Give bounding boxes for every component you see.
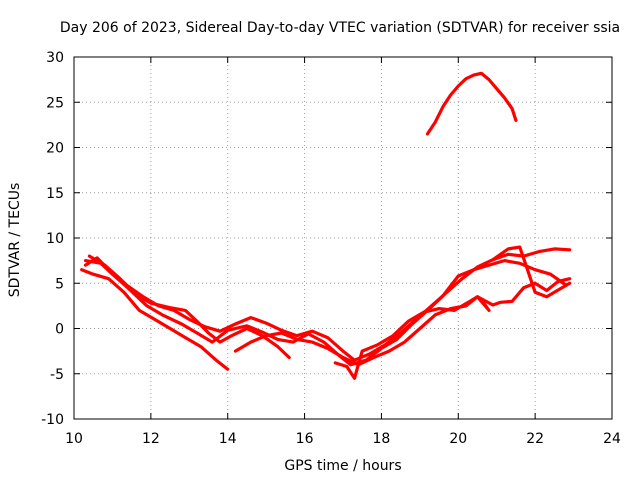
y-axis-label: SDTVAR / TECUs — [7, 183, 23, 298]
series-line-track-4 — [87, 254, 291, 360]
series-line-track-5 — [233, 295, 491, 367]
y-tick-label: 30 — [46, 50, 64, 66]
y-tick-label: 5 — [55, 276, 64, 292]
y-tick-label: 10 — [46, 231, 64, 247]
x-axis-label: GPS time / hours — [284, 458, 401, 474]
series-line-track-7 — [491, 245, 572, 299]
x-tick-label: 16 — [296, 431, 314, 447]
x-tick-label: 14 — [219, 431, 237, 447]
series-line-track-8 — [425, 71, 518, 136]
y-tick-label: 0 — [55, 322, 64, 338]
grid-layer — [74, 57, 612, 419]
y-tick-label: -10 — [41, 412, 64, 428]
y-tick-label: -5 — [50, 367, 64, 383]
chart-title: Day 206 of 2023, Sidereal Day-to-day VTE… — [60, 20, 620, 36]
x-tick-label: 22 — [526, 431, 544, 447]
x-tick-label: 12 — [142, 431, 160, 447]
ticks-layer: 10 12 14 16 18 20 22 24 -10 -5 0 5 10 15 20 25 30 — [41, 50, 621, 447]
y-tick-label: 15 — [46, 186, 64, 202]
x-tick-label: 18 — [373, 431, 391, 447]
x-tick-label: 10 — [65, 431, 83, 447]
x-tick-label: 20 — [449, 431, 467, 447]
y-tick-label: 20 — [46, 141, 64, 157]
series-line-track-3 — [80, 268, 230, 371]
series-layer — [80, 71, 572, 380]
x-tick-label: 24 — [603, 431, 621, 447]
y-tick-label: 25 — [46, 95, 64, 111]
